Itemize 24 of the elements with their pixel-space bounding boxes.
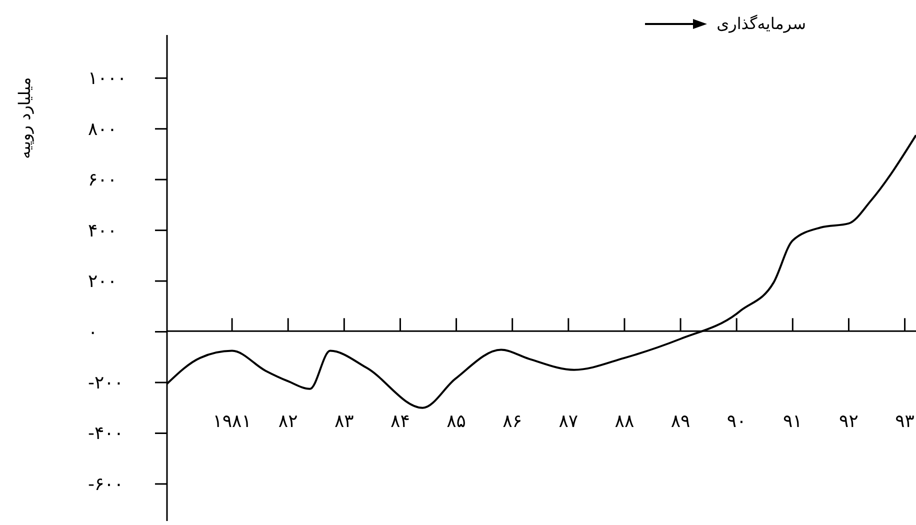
x-tick-label: ۸۶	[502, 411, 522, 432]
x-tick-label: ۹۰	[726, 411, 746, 432]
y-tick-label: ۶۰۰	[88, 170, 118, 191]
x-tick-label: ۸۷	[558, 411, 578, 432]
y-tick-label: ۸۰۰	[88, 118, 118, 140]
legend-label: سرمایه‌گذاری	[716, 14, 806, 33]
x-tick-label: ۸۵	[446, 411, 466, 432]
x-tick-label: ۹۲	[839, 411, 858, 432]
x-tick-label: ۸۴	[390, 411, 410, 432]
x-tick-label: ۱۹۸۱	[212, 411, 252, 432]
y-tick-label: ۱۰۰۰	[88, 68, 127, 90]
x-tick-label: ۸۸	[614, 411, 634, 432]
x-tick-label: ۸۹	[670, 411, 690, 432]
x-tick-label: ۹۱	[782, 411, 802, 432]
y-tick-label: -۴۰۰	[88, 423, 124, 444]
x-tick-label: ۸۳	[334, 411, 354, 432]
y-tick-label: ۰	[88, 322, 98, 343]
y-tick-label: ۴۰۰	[88, 220, 118, 242]
x-tick-label: ۹۳	[895, 411, 915, 432]
y-tick-label: -۲۰۰	[88, 372, 124, 394]
y-tick-label: ۲۰۰	[88, 271, 118, 292]
x-tick-label: ۸۲	[278, 411, 298, 432]
y-tick-label: -۶۰۰	[88, 474, 124, 495]
y-axis-title: میلیارد روپیه	[15, 77, 34, 159]
